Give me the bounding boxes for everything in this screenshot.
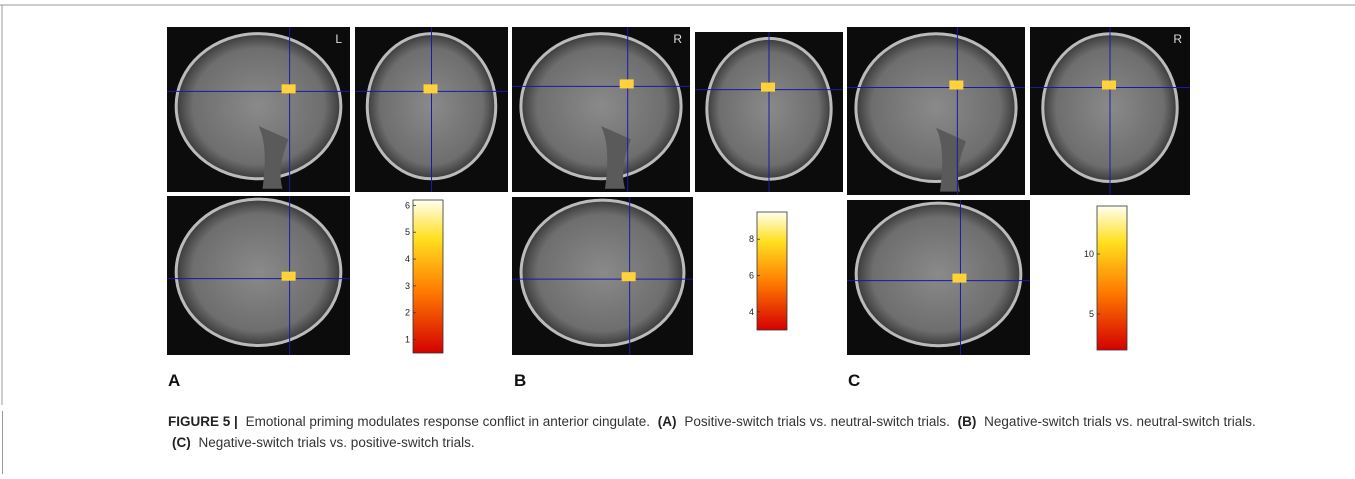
colorbar-tick-label: 4 <box>749 307 754 317</box>
colorbar-tick-label: 5 <box>1089 309 1094 319</box>
activation <box>423 84 438 94</box>
colorbar-tick-label: 4 <box>405 254 410 264</box>
panel-label: C <box>848 371 860 390</box>
part-label: (B) <box>957 414 977 429</box>
caption-text: Emotional priming modulates response con… <box>245 414 651 429</box>
panel-label: A <box>168 371 180 390</box>
colorbar-tick-label: 6 <box>405 200 410 210</box>
colorbar-tick-label: 10 <box>1084 249 1094 259</box>
activation <box>619 79 634 89</box>
colorbar-tick-label: 8 <box>749 234 754 244</box>
activation <box>281 271 296 281</box>
part-text: Negative-switch trials vs. positive-swit… <box>198 435 475 450</box>
orientation-label: R <box>673 32 682 46</box>
figure-label: FIGURE 5 | <box>168 414 238 429</box>
activation <box>1102 80 1116 90</box>
activation <box>761 82 775 92</box>
brain <box>174 197 343 347</box>
brain <box>174 32 343 181</box>
brainstem <box>936 127 966 192</box>
colorbar-tick-label: 1 <box>405 335 410 345</box>
brainstem <box>258 126 289 189</box>
activation <box>281 84 296 94</box>
brain <box>854 32 1018 184</box>
activation <box>952 273 967 283</box>
colorbar <box>412 199 444 354</box>
activation <box>621 272 636 282</box>
figure: L 1 2 3 4 5 6 A R 4 6 8 B R 5 10 C <box>0 4 1355 405</box>
brain <box>854 201 1023 348</box>
brain <box>519 32 683 181</box>
caption: FIGURE 5 | Emotional priming modulates r… <box>2 411 1258 474</box>
part-text: Negative-switch trials vs. neutral-switc… <box>984 414 1256 429</box>
colorbar-tick-label: 2 <box>405 308 410 318</box>
colorbar <box>756 211 788 331</box>
brain <box>519 198 686 348</box>
part-text: Positive-switch trials vs. neutral-switc… <box>684 414 950 429</box>
part-label: (A) <box>657 414 677 429</box>
colorbar <box>1096 205 1128 351</box>
colorbar-tick-label: 3 <box>405 281 410 291</box>
panel-label: B <box>514 371 526 390</box>
part-label: (C) <box>172 435 191 450</box>
colorbar-tick-label: 6 <box>749 271 754 281</box>
colorbar-tick-label: 5 <box>405 227 410 237</box>
brainstem <box>601 126 631 189</box>
frame-left-lower <box>2 411 3 474</box>
activation <box>949 80 964 90</box>
orientation-label: R <box>1173 32 1182 46</box>
orientation-label: L <box>335 32 342 46</box>
